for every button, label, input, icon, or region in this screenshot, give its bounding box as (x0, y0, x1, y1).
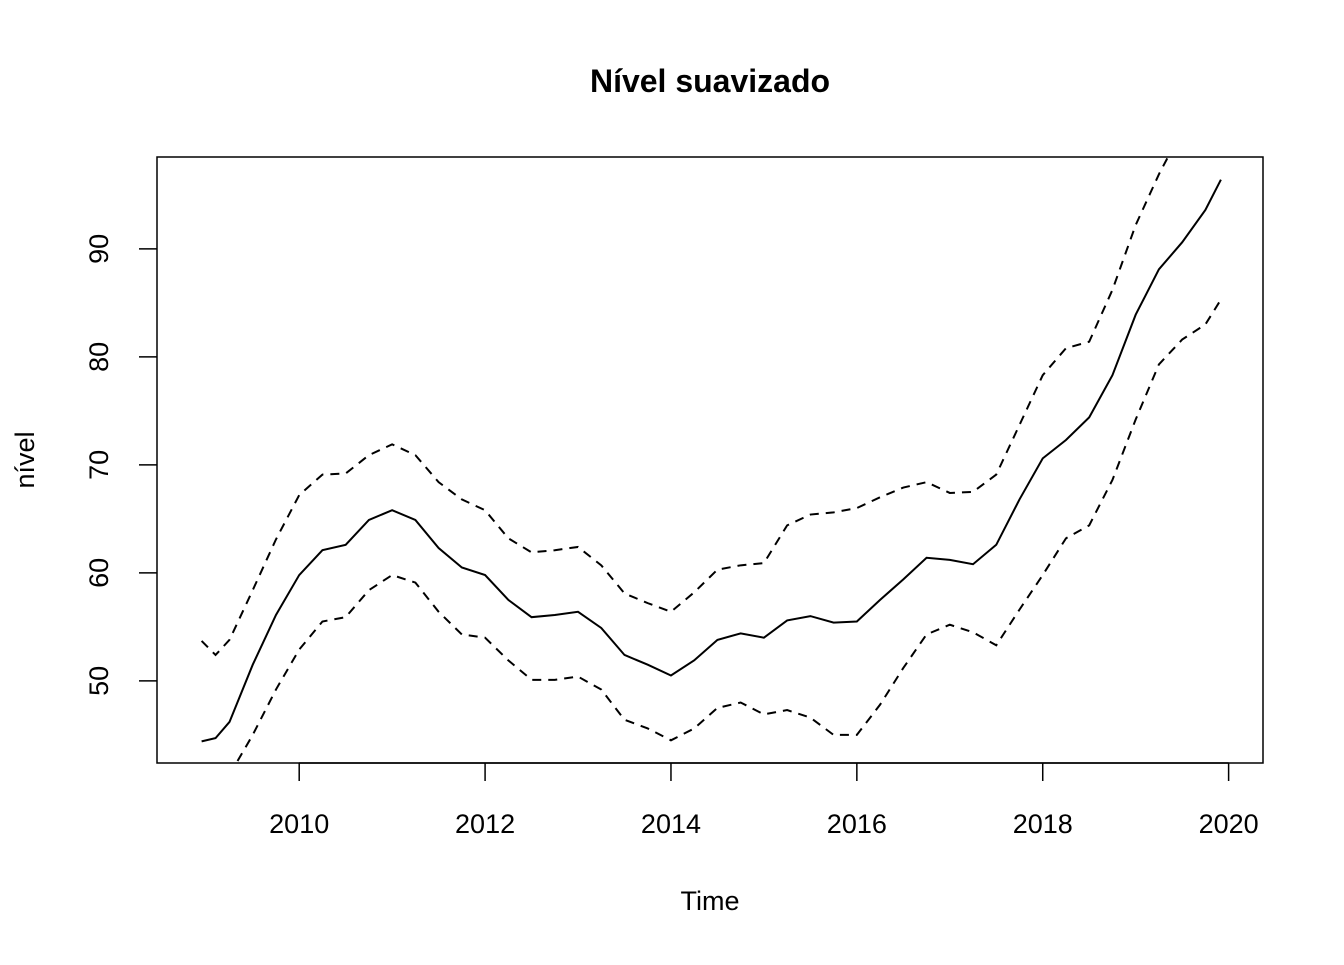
x-axis-label: Time (681, 886, 740, 916)
x-tick-label: 2020 (1199, 809, 1259, 839)
y-tick-label: 90 (84, 234, 114, 264)
y-axis-label: nível (10, 431, 40, 488)
y-tick-label: 70 (84, 450, 114, 480)
y-tick-label: 60 (84, 558, 114, 588)
plot-area (200, 157, 1222, 763)
band-line (200, 157, 1170, 657)
x-tick-label: 2012 (455, 809, 515, 839)
x-tick-label: 2014 (641, 809, 701, 839)
y-tick-label: 50 (84, 666, 114, 696)
plot-box (156, 156, 1264, 764)
y-tick-label: 80 (84, 342, 114, 372)
level-line (201, 179, 1222, 743)
band-line (235, 299, 1222, 763)
x-tick-label: 2016 (827, 809, 887, 839)
x-tick-label: 2018 (1013, 809, 1073, 839)
chart-title: Nível suavizado (590, 63, 830, 99)
x-tick-label: 2010 (269, 809, 329, 839)
